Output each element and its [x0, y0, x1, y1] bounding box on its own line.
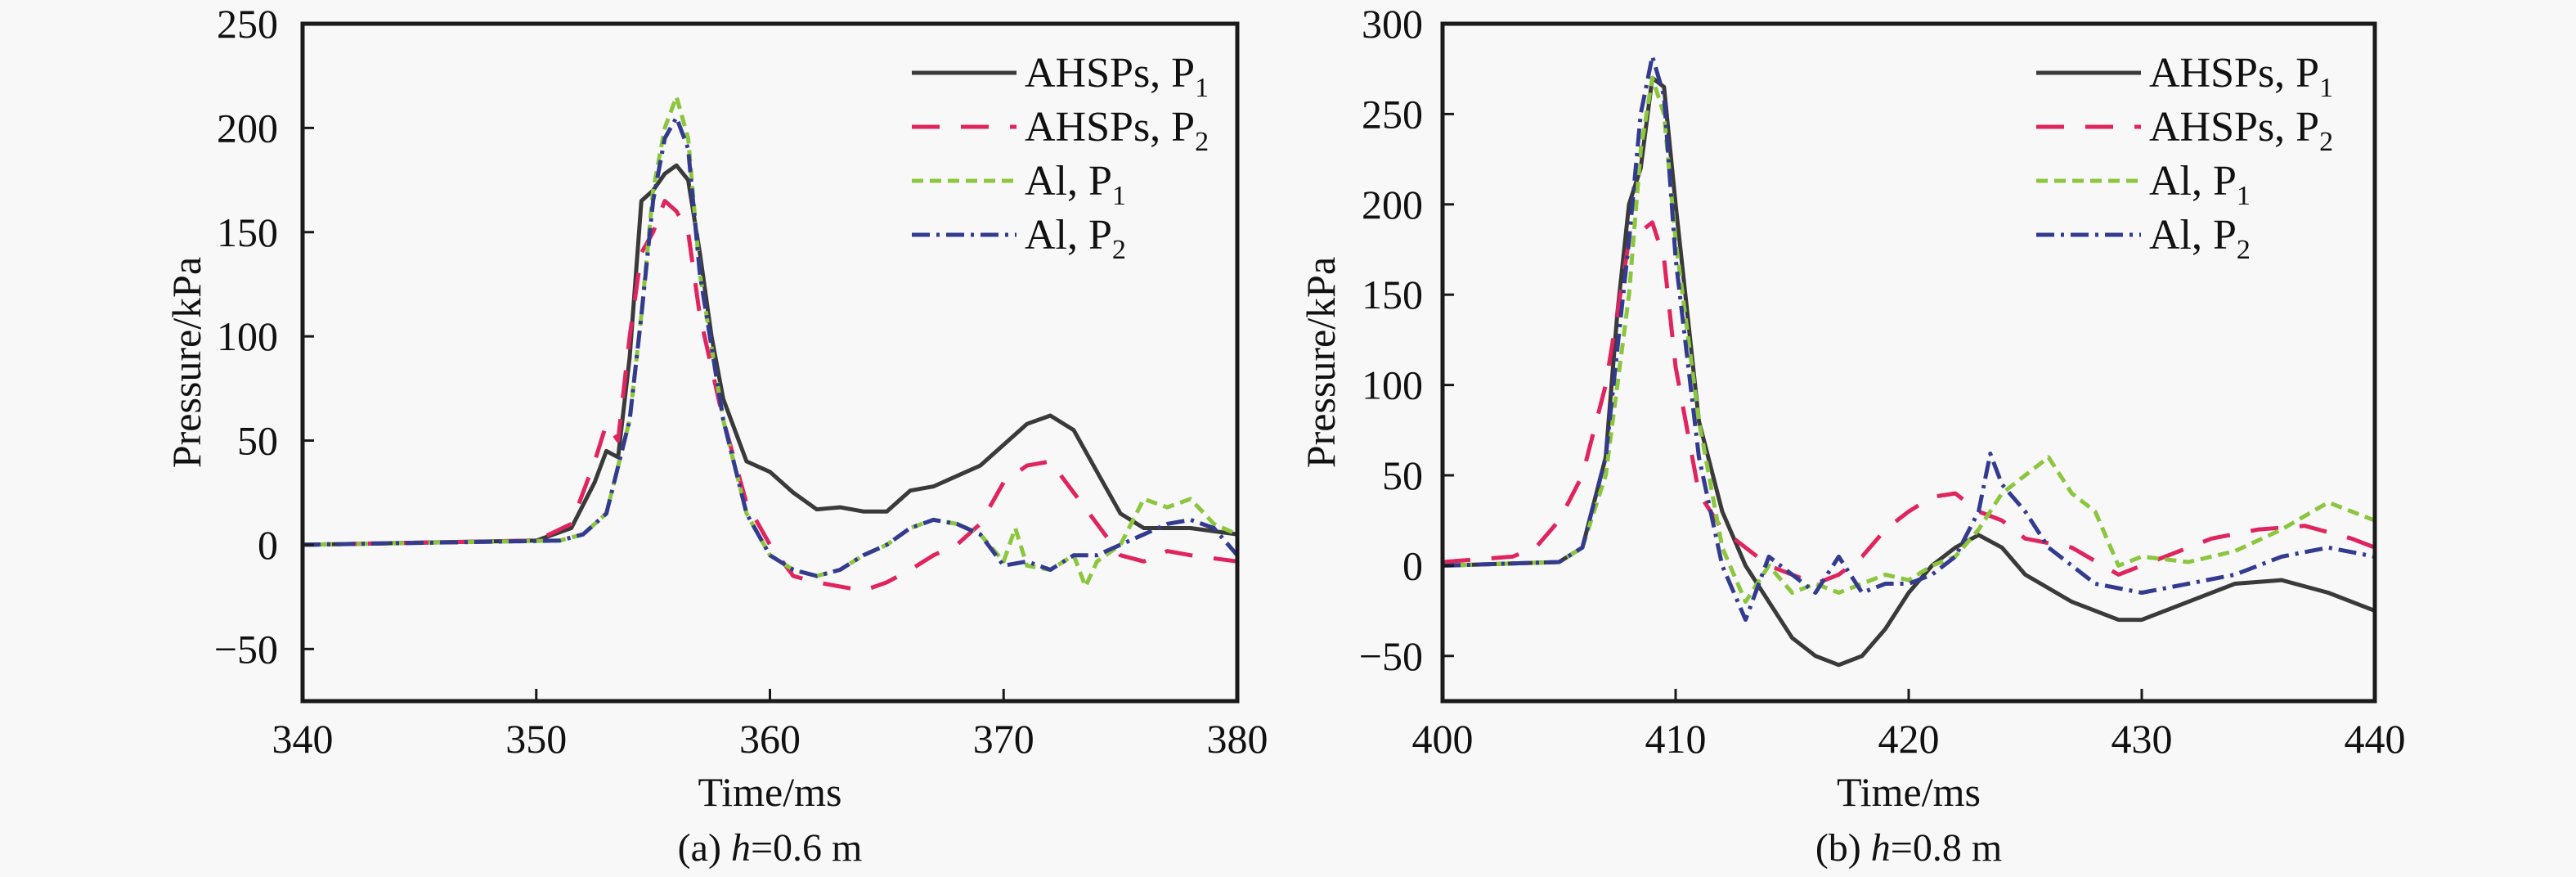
legend-label-subscript: 1 [2319, 73, 2333, 103]
y-tick-label: 0 [258, 522, 278, 568]
x-tick-label: 430 [2112, 716, 2173, 762]
series-group [303, 94, 1237, 593]
x-axis-label: Time/ms [698, 769, 841, 815]
legend-label-text: Al, P [1025, 158, 1112, 205]
series-line-3 [1443, 75, 2375, 605]
y-tick-label: 250 [1362, 91, 1423, 137]
legend-label-subscript: 2 [2237, 235, 2251, 265]
y-tick-label: 0 [1402, 542, 1423, 588]
legend-label-3: Al, P1 [2149, 158, 2251, 211]
series-line-4 [1443, 54, 2375, 623]
caption-value: =0.6 m [751, 826, 862, 870]
series-group [1443, 54, 2375, 668]
y-tick-label: 100 [217, 313, 278, 359]
caption-variable: h [731, 826, 751, 870]
y-tick-label: 100 [1362, 362, 1423, 408]
y-tick-label: 200 [217, 105, 278, 151]
legend-label-subscript: 1 [1112, 181, 1126, 211]
y-axis-label: Pressure/kPa [164, 257, 209, 468]
panel-caption: (b) h=0.8 m [1815, 826, 2002, 870]
x-tick-label: 340 [272, 716, 334, 762]
x-tick-label: 400 [1412, 716, 1474, 762]
series-line-2 [1443, 220, 2375, 586]
x-tick-label: 360 [739, 716, 801, 762]
legend-label-subscript: 1 [2237, 181, 2251, 211]
x-tick-label: 440 [2345, 716, 2406, 762]
legend-label-2: AHSPs, P2 [2149, 104, 2333, 157]
series-line-2 [303, 199, 1237, 593]
y-tick-label: 150 [1362, 272, 1423, 317]
y-tick-label: 300 [1362, 1, 1423, 47]
caption-value: =0.8 m [1891, 826, 2002, 870]
panel-a: 340 350 360 370 380 −50 0 50 100 150 200 250 Time/ms… [164, 1, 1268, 870]
x-axis-label: Time/ms [1837, 769, 1981, 815]
x-tick-label: 410 [1645, 716, 1707, 762]
y-tick-label: 150 [217, 209, 278, 255]
y-tick-label: 200 [1362, 182, 1423, 227]
legend-label-3: Al, P1 [1025, 158, 1126, 211]
legend-label-text: AHSPs, P [2149, 50, 2319, 97]
panel-caption: (a) h=0.6 m [678, 826, 863, 870]
series-line-1 [1443, 75, 2375, 668]
x-tick-label: 370 [973, 716, 1034, 762]
legend-label-subscript: 2 [2319, 127, 2333, 157]
legend-label-1: AHSPs, P1 [2149, 50, 2333, 103]
legend-label-text: AHSPs, P [2149, 104, 2319, 151]
legend-label-4: Al, P2 [1025, 212, 1126, 265]
legend-label-subscript: 1 [1195, 73, 1209, 103]
caption-variable: h [1871, 826, 1891, 870]
legend-label-subscript: 2 [1112, 235, 1126, 265]
y-tick-label: −50 [214, 626, 278, 672]
x-tick-label: 380 [1207, 716, 1268, 762]
legend-label-2: AHSPs, P2 [1025, 104, 1209, 157]
legend-label-text: Al, P [2149, 212, 2237, 259]
x-tick-label: 350 [505, 716, 567, 762]
panel-b: 400 410 420 430 440 −50 0 50 100 150 200 250 300 Time… [1298, 1, 2406, 870]
legend-label-1: AHSPs, P1 [1025, 50, 1209, 103]
y-tick-label: 250 [217, 1, 278, 47]
y-axis-label: Pressure/kPa [1298, 257, 1344, 468]
series-line-4 [303, 115, 1237, 578]
y-tick-label: 50 [1382, 452, 1423, 498]
legend-label-subscript: 2 [1195, 127, 1209, 157]
y-tick-label: 50 [237, 418, 278, 464]
legend-label-text: Al, P [2149, 158, 2237, 205]
y-tick-label: −50 [1359, 633, 1423, 679]
caption-prefix: (a) [678, 826, 731, 870]
legend-label-text: Al, P [1025, 212, 1112, 259]
caption-prefix: (b) [1815, 826, 1871, 870]
x-tick-label: 420 [1878, 716, 1940, 762]
legend-label-text: AHSPs, P [1025, 104, 1195, 151]
legend-label-4: Al, P2 [2149, 212, 2251, 265]
legend-label-text: AHSPs, P [1025, 50, 1195, 97]
series-line-1 [303, 163, 1237, 547]
